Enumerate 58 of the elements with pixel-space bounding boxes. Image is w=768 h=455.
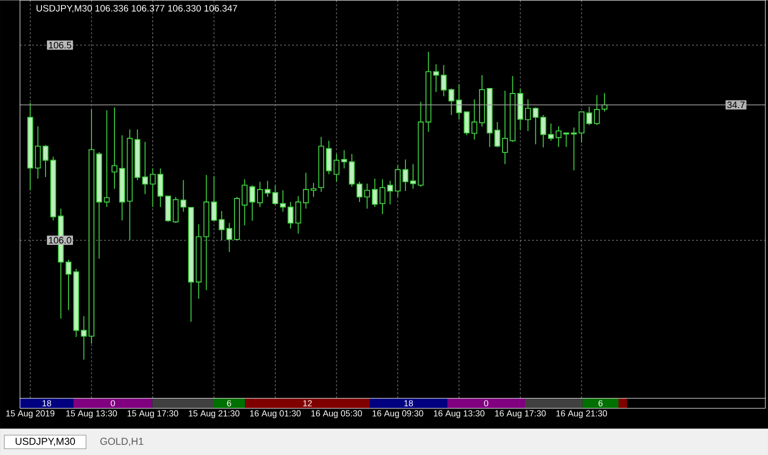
candlestick xyxy=(318,136,324,192)
candlestick xyxy=(341,149,348,169)
bar xyxy=(370,398,448,408)
x-tick-label: 16 Aug 05:30 xyxy=(311,410,362,418)
candlestick xyxy=(172,196,179,224)
candlestick xyxy=(104,110,110,208)
candlestick xyxy=(586,106,592,126)
bar xyxy=(582,398,618,408)
candlestick xyxy=(486,88,493,148)
x-tick-label: 16 Aug 17:30 xyxy=(495,410,546,418)
candlestick xyxy=(372,178,378,208)
bar xyxy=(447,398,526,408)
x-tick-label: 15 Aug 17:30 xyxy=(128,410,178,418)
series-label: 6 xyxy=(598,400,603,406)
candlestick xyxy=(196,224,202,300)
candlestick xyxy=(27,102,34,191)
text: GOLD,H1 xyxy=(100,438,144,446)
bar xyxy=(20,398,74,408)
bar xyxy=(213,398,246,408)
x-tick-label: 16 Aug 21:30 xyxy=(556,410,607,418)
series-label: 0 xyxy=(110,400,115,406)
series-label: 6 xyxy=(227,400,232,406)
candlestick xyxy=(464,111,470,136)
bar xyxy=(73,398,152,408)
x-tick-label: 16 Aug 09:30 xyxy=(372,410,424,418)
candlestick xyxy=(394,164,401,198)
x-tick-label: 16 Aug 01:30 xyxy=(250,410,301,418)
chart-title: USDJPY,M30 106.336 106.377 106.330 106.347 xyxy=(36,4,238,13)
series-label: 18 xyxy=(404,400,413,406)
candlestick xyxy=(418,101,424,188)
x-tick-label: 15 Aug 21:30 xyxy=(188,410,240,418)
candlestick xyxy=(249,184,256,222)
text: USDJPY,M30 xyxy=(16,438,75,446)
candlestick xyxy=(563,132,570,148)
candlestick xyxy=(494,121,500,148)
bar xyxy=(618,398,627,408)
candlestick xyxy=(226,222,232,252)
x-tick-label: 15 Aug 2019 xyxy=(6,410,54,418)
series-label: 0 xyxy=(484,400,488,406)
candlestick xyxy=(440,64,447,97)
candlestick xyxy=(80,316,87,360)
candlestick xyxy=(540,114,546,148)
candlestick xyxy=(348,153,355,188)
candlestick xyxy=(517,88,524,131)
annotation: 34.7 xyxy=(727,101,745,108)
y-tick-label: 106.0 xyxy=(48,236,72,244)
series-label: 18 xyxy=(42,400,52,406)
bar xyxy=(152,398,214,408)
candlestick xyxy=(295,196,302,234)
x-tick-label: 15 Aug 13:30 xyxy=(66,410,117,418)
candlestick xyxy=(50,156,56,221)
candlestick xyxy=(126,128,133,241)
bar xyxy=(245,398,370,408)
candlestick xyxy=(150,168,156,208)
bar xyxy=(525,398,583,408)
y-tick-label: 106.5 xyxy=(48,42,72,48)
series-label: 12 xyxy=(303,400,312,406)
x-tick-label: 16 Aug 13:30 xyxy=(434,410,484,418)
